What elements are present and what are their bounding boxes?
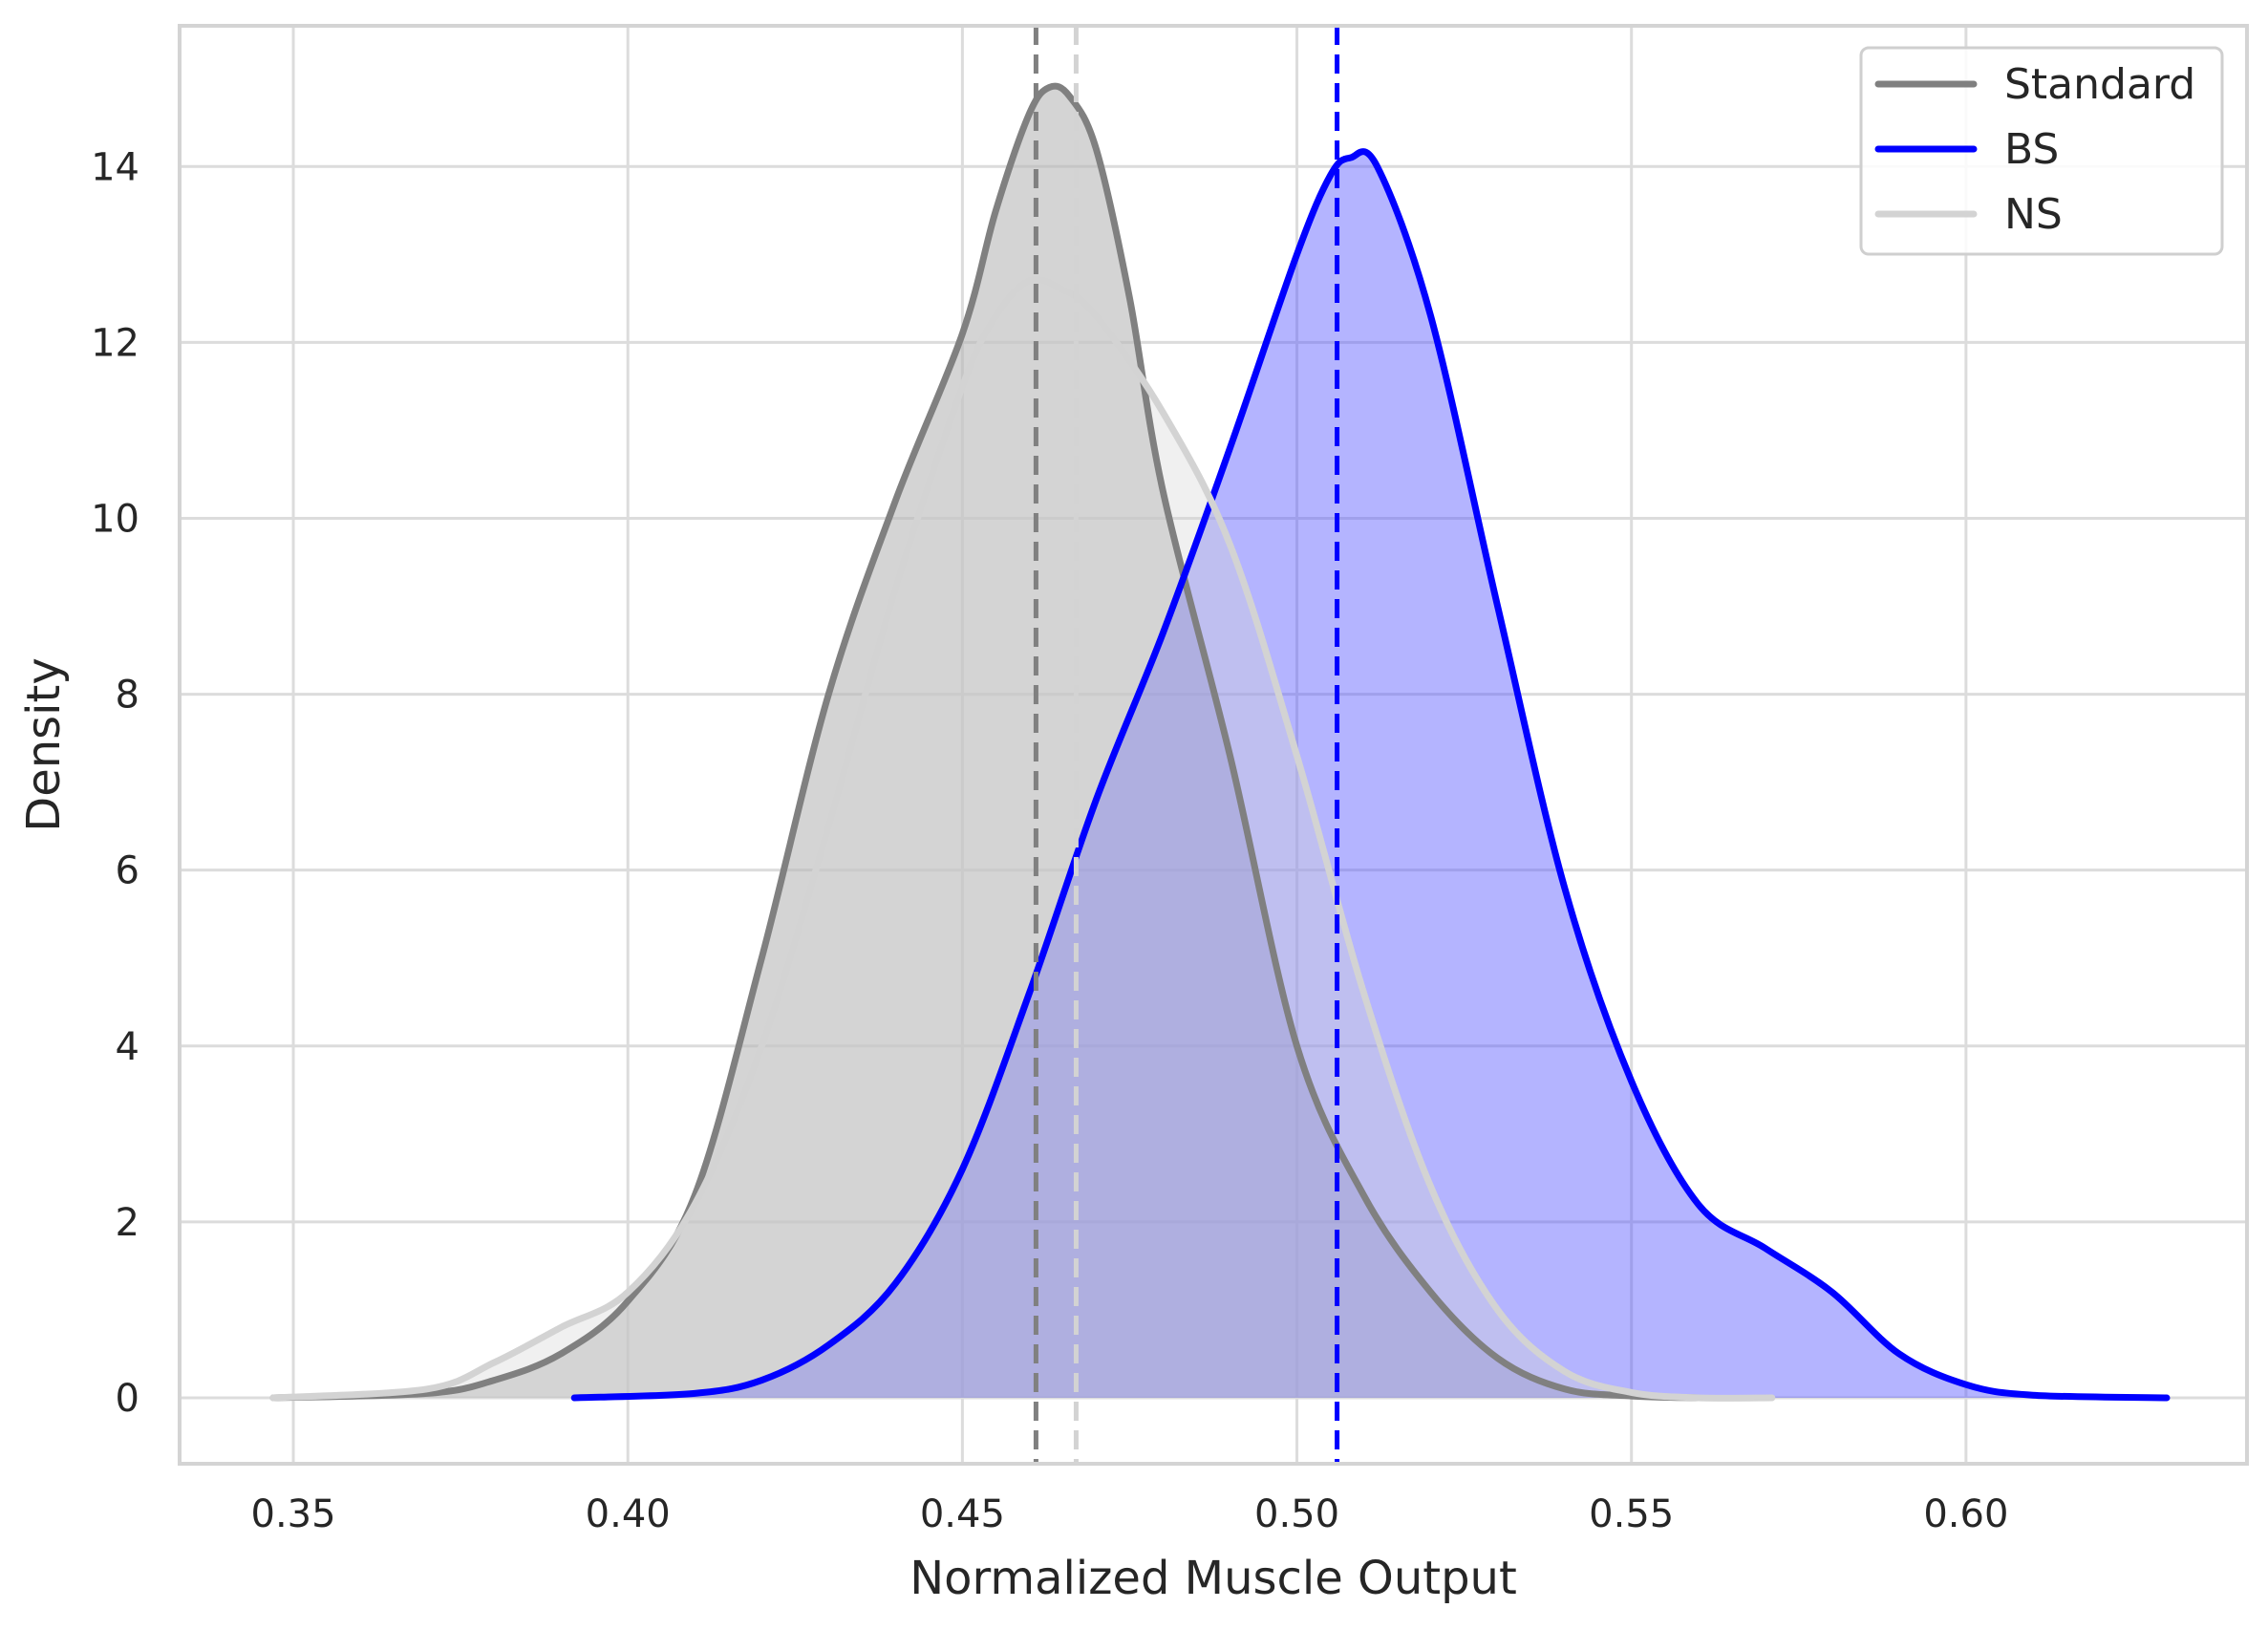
density-lines: [269, 82, 2171, 1402]
y-tick-label: 2: [116, 1201, 139, 1245]
density-fill-standard: [273, 86, 1699, 1398]
y-tick-label: 6: [116, 849, 139, 893]
x-tick-label: 0.55: [1589, 1492, 1674, 1536]
density-fill-bs: [574, 151, 2168, 1398]
mean-lines: [1033, 26, 1340, 1464]
y-tick-label: 14: [91, 145, 139, 189]
x-tick-label: 0.45: [920, 1492, 1005, 1536]
legend-label-bs: BS: [2004, 125, 2059, 174]
density-line-ns: [269, 276, 1776, 1402]
x-tick-label: 0.50: [1254, 1492, 1339, 1536]
legend: Standard BS NS: [1859, 46, 2224, 256]
y-tick-label: 4: [116, 1025, 139, 1069]
density-line-bs: [570, 148, 2171, 1402]
x-tick-label: 0.60: [1923, 1492, 2008, 1536]
y-tick-label: 0: [116, 1377, 139, 1421]
x-tick-label: 0.40: [586, 1492, 671, 1536]
y-tick-label: 12: [91, 321, 139, 365]
y-axis-ticks: 0 2 4 6 8 10 12 14: [91, 145, 139, 1421]
x-axis-ticks: 0.35 0.40 0.45 0.50 0.55 0.60: [251, 1492, 2009, 1536]
density-fills: [273, 86, 2168, 1399]
x-tick-label: 0.35: [251, 1492, 336, 1536]
y-tick-label: 8: [116, 674, 139, 718]
legend-label-standard: Standard: [2004, 60, 2195, 109]
legend-label-ns: NS: [2004, 190, 2063, 239]
y-axis-title: Density: [17, 657, 71, 831]
x-axis-title: Normalized Muscle Output: [909, 1552, 1517, 1605]
density-fill-ns: [273, 279, 1772, 1399]
plot-frame: [178, 24, 2249, 1466]
legend-box: [1859, 46, 2224, 256]
y-tick-label: 10: [91, 497, 139, 541]
